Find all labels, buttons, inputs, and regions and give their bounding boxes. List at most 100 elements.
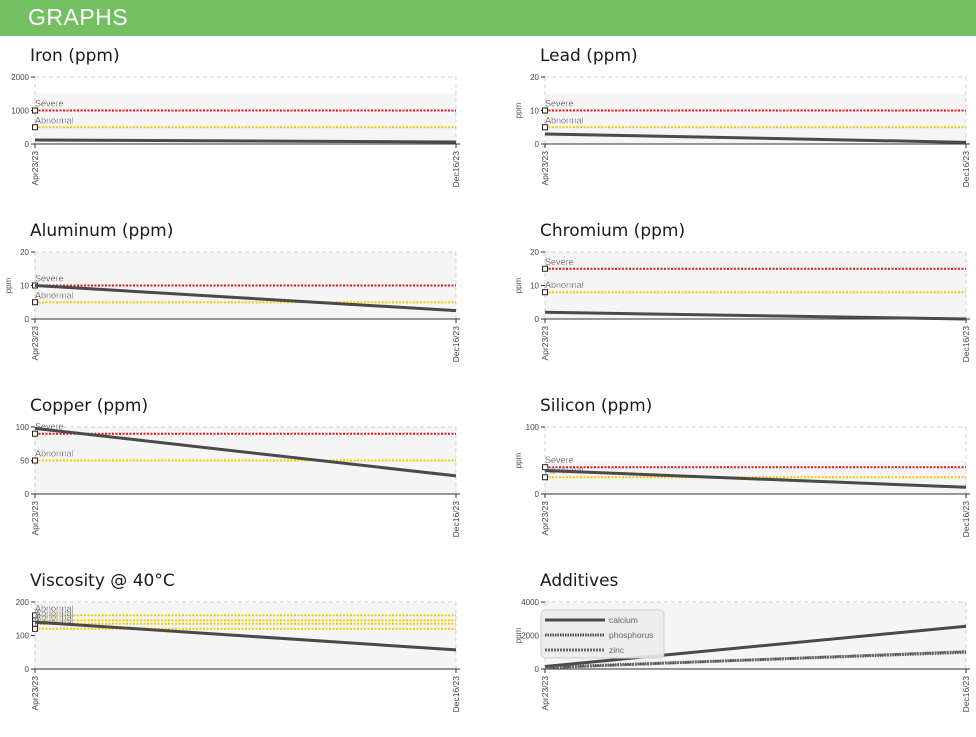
threshold-marker — [32, 430, 38, 437]
y-tick-label: 20 — [20, 248, 29, 257]
x-tick-label: Apr23/23 — [540, 151, 550, 186]
x-tick-label: Dec16/23 — [451, 326, 461, 363]
y-tick-label: 50 — [20, 457, 29, 466]
y-tick-label: 10 — [530, 282, 539, 291]
series-line — [544, 650, 967, 670]
x-tick-label: Dec16/23 — [451, 676, 461, 713]
additives-chart: 0 2000 4000 ppm Apr23/23 Dec16/23 calcium phosp… — [514, 598, 971, 712]
copper-chart: 0 50 100 Apr23/23 Dec16/23 Severe Abnormal — [16, 422, 461, 538]
series-line — [544, 624, 967, 668]
aluminum-chart: 0 10 20 ppm Apr23/23 Dec16/23 Severe Abnormal — [4, 248, 461, 362]
threshold-marker — [32, 107, 38, 114]
threshold-marker — [542, 265, 548, 272]
x-tick-label: Dec16/23 — [961, 501, 971, 538]
threshold-label: Severe — [35, 274, 64, 284]
y-tick-label: 0 — [25, 315, 30, 324]
threshold-marker — [542, 124, 548, 131]
series-line — [34, 138, 457, 144]
y-tick-label: 1000 — [11, 107, 29, 116]
threshold-label: Abnormal — [545, 115, 584, 125]
copper-panel: Copper (ppm) 0 50 100 Apr23/23 Dec16/23 Sever… — [16, 396, 470, 556]
y-axis-label: ppm — [514, 627, 523, 643]
x-tick-label: Apr23/23 — [30, 151, 40, 186]
threshold-label: Abnormal — [35, 612, 74, 622]
series-line — [544, 469, 967, 489]
y-tick-label: 0 — [25, 665, 30, 674]
iron-title: Iron (ppm) — [30, 46, 120, 66]
x-tick-label: Apr23/23 — [540, 326, 550, 361]
x-tick-label: Dec16/23 — [451, 501, 461, 538]
legend-label: phosphorus — [609, 630, 653, 640]
legend-label: zinc — [609, 645, 625, 655]
y-tick-label: 200 — [16, 598, 30, 607]
threshold-marker — [32, 457, 38, 464]
y-tick-label: 10 — [530, 107, 539, 116]
viscosity-panel: Viscosity @ 40°C 0 100 200 Apr23/23 Dec16/23… — [16, 571, 470, 731]
series-line — [544, 310, 967, 321]
threshold-marker — [542, 289, 548, 296]
threshold-label: Abnormal — [35, 115, 74, 125]
additives-title: Additives — [540, 571, 619, 591]
threshold-marker — [542, 464, 548, 471]
threshold-marker — [32, 299, 38, 306]
y-tick-label: 20 — [530, 73, 539, 82]
y-tick-label: 100 — [16, 632, 30, 641]
chart-band — [545, 252, 966, 319]
threshold-marker — [32, 124, 38, 131]
threshold-marker — [542, 107, 548, 114]
x-tick-label: Dec16/23 — [451, 151, 461, 188]
series-line — [34, 284, 457, 313]
copper-title: Copper (ppm) — [30, 396, 149, 416]
aluminum-panel: Aluminum (ppm) 0 10 20 ppm Apr23/23 Dec16/23 S… — [4, 221, 470, 381]
threshold-label: Abnormal — [35, 617, 74, 627]
y-tick-label: 0 — [535, 665, 540, 674]
series-line — [544, 132, 967, 144]
lead-panel: Lead (ppm) 0 10 20 ppm Apr23/23 Dec16/23 Sever… — [514, 46, 976, 206]
y-axis-label: ppm — [514, 102, 523, 118]
x-tick-label: Apr23/23 — [30, 676, 40, 711]
y-tick-label: 2000 — [521, 632, 539, 641]
series-line — [34, 426, 457, 478]
viscosity-title: Viscosity @ 40°C — [30, 571, 175, 591]
x-tick-label: Apr23/23 — [540, 501, 550, 536]
chromium-chart: 0 10 20 ppm Apr23/23 Dec16/23 Severe Abnormal — [514, 248, 971, 362]
y-tick-label: 0 — [25, 140, 30, 149]
iron-panel: Iron (ppm) 0 1000 2000 Apr23/23 Dec16/23 Seve… — [11, 46, 470, 206]
threshold-marker — [542, 474, 548, 481]
threshold-label: Abnormal — [35, 449, 74, 459]
x-tick-label: Dec16/23 — [961, 676, 971, 713]
y-axis-label: ppm — [514, 277, 523, 293]
threshold-label: Severe — [545, 455, 574, 465]
y-tick-label: 0 — [535, 315, 540, 324]
y-tick-label: 0 — [535, 140, 540, 149]
y-tick-label: 100 — [526, 423, 540, 432]
additives-panel: Additives 0 2000 4000 ppm Apr23/23 Dec16/23 ca… — [514, 571, 976, 731]
y-tick-label: 0 — [535, 490, 540, 499]
chromium-panel: Chromium (ppm) 0 10 20 ppm Apr23/23 Dec16/23 S… — [514, 221, 976, 381]
silicon-panel: Silicon (ppm) 0 100 ppm Apr23/23 Dec16/23 Sev… — [514, 396, 976, 556]
y-tick-label: 2000 — [11, 73, 29, 82]
threshold-label: Severe — [35, 99, 64, 109]
y-tick-label: 20 — [530, 248, 539, 257]
aluminum-title: Aluminum (ppm) — [30, 221, 174, 241]
silicon-title: Silicon (ppm) — [540, 396, 653, 416]
chromium-title: Chromium (ppm) — [540, 221, 686, 241]
threshold-label: Abnormal — [35, 290, 74, 300]
graphs-header: GRAPHS — [0, 0, 976, 36]
y-tick-label: 10 — [20, 282, 29, 291]
threshold-label: Severe — [35, 422, 64, 432]
lead-title: Lead (ppm) — [540, 46, 638, 66]
y-tick-label: 100 — [16, 423, 30, 432]
chart-band — [35, 93, 456, 144]
threshold-label: Severe — [545, 257, 574, 267]
x-tick-label: Dec16/23 — [961, 151, 971, 188]
lead-chart: 0 10 20 ppm Apr23/23 Dec16/23 Severe Abnormal — [514, 73, 971, 187]
y-axis-label: ppm — [514, 452, 523, 468]
y-tick-label: 4000 — [521, 598, 539, 607]
threshold-label: Abnormal — [35, 603, 74, 613]
y-tick-label: 0 — [25, 490, 30, 499]
threshold-label: Abnormal — [545, 280, 584, 290]
x-tick-label: Apr23/23 — [30, 501, 40, 536]
